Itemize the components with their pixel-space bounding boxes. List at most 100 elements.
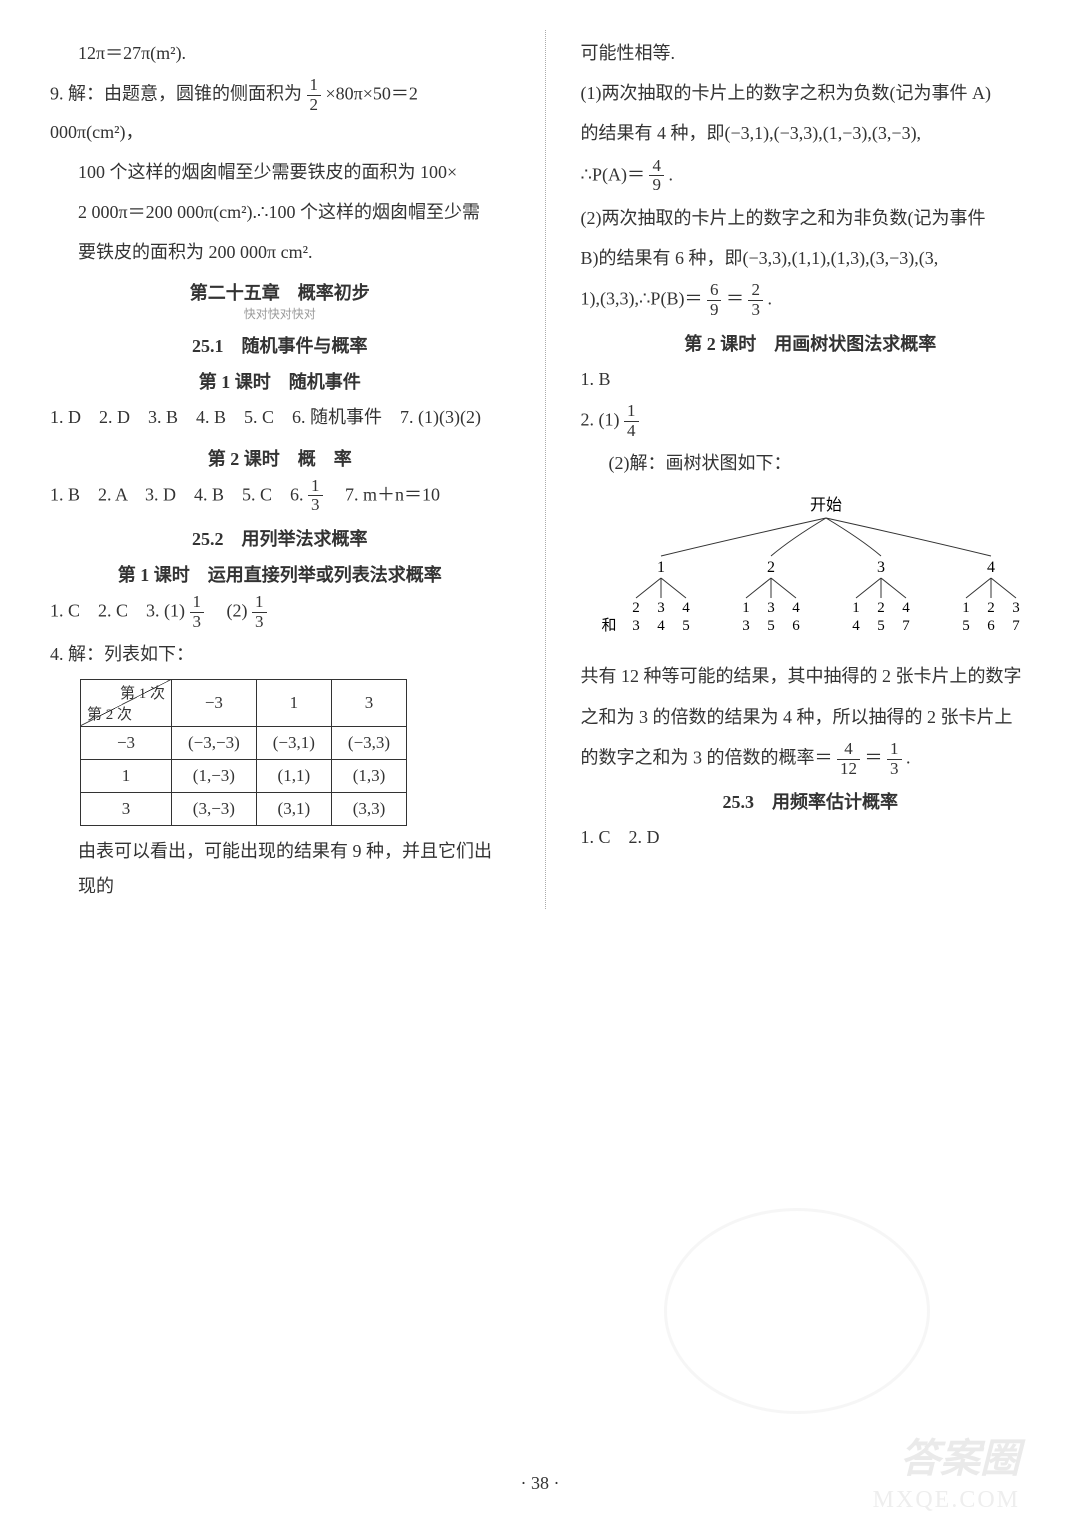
lesson-heading: 第 1 课时 随机事件 [50, 368, 510, 394]
svg-text:4: 4 [657, 618, 665, 634]
table-header: 1 [256, 680, 331, 727]
svg-text:1: 1 [852, 600, 860, 616]
text: 100 个这样的烟囱帽至少需要铁皮的面积为 100× [78, 155, 510, 189]
table-cell: (−3,−3) [172, 727, 257, 760]
text: . [668, 164, 673, 184]
table-header: 3 [81, 793, 172, 826]
text: 可能性相等. [581, 36, 1041, 70]
text: 2. (1) [581, 409, 620, 429]
svg-text:4: 4 [987, 559, 995, 576]
fraction: 49 [649, 157, 664, 195]
fraction: 23 [748, 281, 763, 319]
text: 12π＝27π(m²). [78, 36, 510, 70]
section-heading: 25.3 用频率估计概率 [581, 788, 1041, 814]
text: 第 1 次 [120, 682, 165, 703]
svg-text:6: 6 [792, 618, 800, 634]
svg-text:2: 2 [987, 600, 995, 616]
tree-root: 开始 [809, 496, 841, 514]
text: B)的结果有 6 种，即(−3,3),(1,1),(1,3),(3,−3),(3… [581, 241, 1041, 275]
table-cell: (1,−3) [172, 760, 257, 793]
probability-table: 第 1 次 第 2 次 −3 1 3 −3 (−3,−3) (−3,1) (−3… [80, 679, 407, 826]
fraction: 13 [190, 593, 205, 631]
svg-text:2: 2 [632, 600, 640, 616]
table-header: 1 [81, 760, 172, 793]
table-header: 3 [331, 680, 406, 727]
svg-text:4: 4 [902, 600, 910, 616]
text: 7. m＋n＝10 [327, 484, 440, 504]
q4-head: 4. 解：列表如下： [50, 637, 510, 671]
svg-text:5: 5 [767, 618, 775, 634]
answers: 1. B [581, 362, 1041, 396]
fraction: 412 [837, 740, 860, 778]
column-divider [545, 30, 546, 909]
formula: ∴P(A)＝ 49 . [581, 157, 1041, 195]
text: (2)两次抽取的卡片上的数字之和为非负数(记为事件 [581, 201, 1041, 235]
text: (2) [209, 600, 248, 620]
text: ＝ [865, 747, 883, 767]
table-cell: (3,1) [256, 793, 331, 826]
text: 1. B 2. A 3. D 4. B 5. C 6. [50, 484, 304, 504]
fraction: 13 [308, 477, 323, 515]
text: 1. C 2. C 3. (1) [50, 600, 185, 620]
text: 要铁皮的面积为 200 000π cm². [78, 235, 510, 269]
lesson-heading: 第 2 课时 用画树状图法求概率 [581, 330, 1041, 356]
svg-text:7: 7 [1012, 618, 1020, 634]
svg-text:5: 5 [877, 618, 885, 634]
stamp-watermark [664, 1208, 930, 1414]
text: . [906, 747, 911, 767]
tree-diagram: 开始 1 2 3 4 2 3 4 3 4 5 1 3 4 3 5 6 [591, 494, 1041, 649]
svg-text:5: 5 [682, 618, 690, 634]
fraction: 69 [707, 281, 722, 319]
fraction: 13 [887, 740, 902, 778]
svg-text:5: 5 [962, 618, 970, 634]
svg-text:4: 4 [792, 600, 800, 616]
formula: 的数字之和为 3 的倍数的概率＝ 412 ＝ 13 . [581, 740, 1041, 778]
svg-text:3: 3 [742, 618, 750, 634]
text: 2 000π＝200 000π(cm²).∴100 个这样的烟囱帽至少需 [78, 195, 510, 229]
svg-text:4: 4 [852, 618, 860, 634]
text: 9. 解：由题意，圆锥的侧面积为 [50, 84, 302, 104]
fraction: 12 [307, 76, 322, 114]
answers: 1. C 2. D [581, 820, 1041, 854]
q9: 9. 解：由题意，圆锥的侧面积为 12 ×80π×50＝2 000π(cm²)， [50, 76, 510, 149]
svg-text:3: 3 [767, 600, 775, 616]
svg-text:1: 1 [962, 600, 970, 616]
table-cell: (1,3) [331, 760, 406, 793]
text: (1)两次抽取的卡片上的数字之积为负数(记为事件 A) [581, 76, 1041, 110]
table-cell: (3,3) [331, 793, 406, 826]
watermark-text: 答案圈 [900, 1426, 1020, 1484]
lesson-heading: 第 1 课时 运用直接列举或列表法求概率 [50, 561, 510, 587]
svg-text:3: 3 [632, 618, 640, 634]
chapter-heading: 第二十五章 概率初步 [50, 279, 510, 305]
section-heading: 25.1 随机事件与概率 [50, 332, 510, 358]
text: 1),(3,3),∴P(B)＝ [581, 289, 703, 309]
text: . [767, 289, 772, 309]
formula: 1),(3,3),∴P(B)＝ 69 ＝ 23 . [581, 281, 1041, 319]
svg-text:3: 3 [1012, 600, 1020, 616]
svg-text:1: 1 [742, 600, 750, 616]
svg-text:3: 3 [657, 600, 665, 616]
svg-text:2: 2 [767, 559, 775, 576]
fraction: 13 [252, 593, 267, 631]
section-heading: 25.2 用列举法求概率 [50, 525, 510, 551]
text: 的数字之和为 3 的倍数的概率＝ [581, 747, 833, 767]
table-cell: (1,1) [256, 760, 331, 793]
answers: 1. C 2. C 3. (1) 13 (2) 13 [50, 593, 510, 631]
svg-text:1: 1 [657, 559, 665, 576]
answers: 1. D 2. D 3. B 4. B 5. C 6. 随机事件 7. (1)(… [50, 400, 510, 434]
svg-text:6: 6 [987, 618, 995, 634]
text: 共有 12 种等可能的结果，其中抽得的 2 张卡片上的数字 [581, 659, 1041, 693]
watermark-url: MXQE.COM [873, 1487, 1020, 1514]
text: ＝ [726, 289, 744, 309]
svg-text:7: 7 [902, 618, 910, 634]
answers: 2. (1) 14 [581, 402, 1041, 440]
text: ∴P(A)＝ [581, 164, 645, 184]
table-header: −3 [172, 680, 257, 727]
table-diag: 第 1 次 第 2 次 [81, 680, 172, 727]
table-cell: (−3,3) [331, 727, 406, 760]
svg-text:4: 4 [682, 600, 690, 616]
svg-text:和: 和 [601, 617, 616, 634]
text: 的结果有 4 种，即(−3,1),(−3,3),(1,−3),(3,−3), [581, 116, 1041, 150]
svg-text:2: 2 [877, 600, 885, 616]
table-header: −3 [81, 727, 172, 760]
